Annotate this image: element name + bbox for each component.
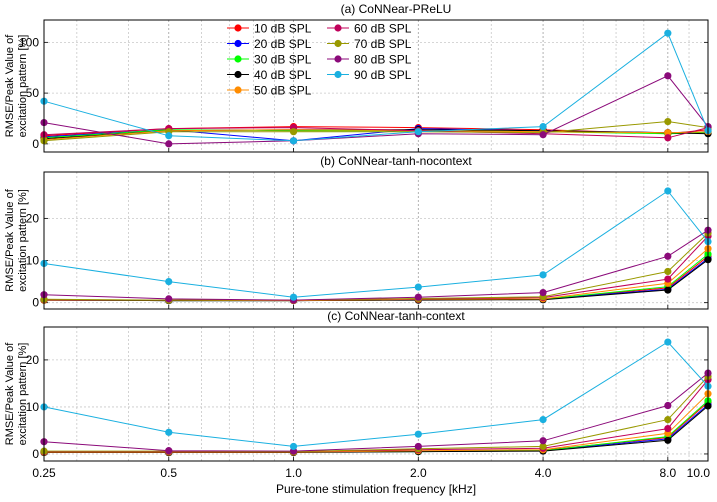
plot-area (44, 172, 708, 309)
legend-label: 70 dB SPL (354, 37, 412, 51)
data-point (664, 134, 672, 142)
data-point (664, 286, 672, 294)
data-point (414, 293, 422, 301)
data-point (165, 295, 173, 303)
legend-label: 90 dB SPL (354, 68, 412, 82)
panel-title: (c) CoNNear-tanh-context (327, 309, 465, 323)
plot-frame (43, 19, 709, 153)
y-axis-label: RMSE/Peak Value ofexcitation pattern [%] (4, 34, 29, 138)
data-point (165, 278, 173, 286)
legend-swatch-marker (334, 39, 342, 48)
legend-swatch-marker (234, 39, 242, 48)
data-point (664, 275, 672, 283)
legend-swatch-marker (234, 70, 242, 79)
y-tick-label: 50 (26, 86, 40, 100)
y-axis-label-line: RMSE/Peak Value of (4, 34, 16, 137)
data-point (165, 132, 173, 140)
panel-title: (a) CoNNear-PReLU (341, 2, 452, 16)
data-point (165, 428, 173, 436)
y-tick-label: 0 (32, 137, 39, 151)
legend-label: 40 dB SPL (254, 68, 312, 82)
legend-swatch-marker (334, 70, 342, 79)
y-tick-label: 0 (32, 296, 39, 310)
data-point (539, 442, 547, 451)
legend-label: 30 dB SPL (254, 53, 312, 67)
legend-swatch-marker (234, 55, 242, 63)
data-point (165, 447, 173, 455)
y-axis-label-line: excitation pattern [%] (17, 35, 29, 138)
legend-label: 60 dB SPL (354, 22, 412, 36)
data-point (664, 416, 672, 424)
plot-frame (43, 326, 709, 462)
data-point (664, 187, 672, 195)
data-point (539, 131, 547, 139)
y-tick-label: 100 (19, 35, 39, 49)
legend-swatch-marker (334, 55, 342, 63)
data-point (539, 437, 547, 445)
legend-swatch-marker (234, 86, 242, 94)
y-axis-label-line: RMSE/Peak Value of (4, 188, 16, 291)
data-point (539, 416, 547, 424)
y-axis-label: RMSE/Peak Value ofexcitation pattern [%] (4, 342, 29, 446)
legend-label: 20 dB SPL (254, 37, 312, 51)
legend-swatch-marker (334, 24, 342, 32)
data-point (414, 442, 422, 451)
data-point (539, 123, 547, 131)
x-tick-label: 0.5 (160, 466, 177, 480)
y-axis-label-line: RMSE/Peak Value of (4, 342, 16, 445)
chart-panel-2: (b) CoNNear-tanh-nocontext01020RMSE/Peak… (4, 154, 712, 310)
data-point (664, 252, 672, 260)
data-point (539, 288, 547, 297)
x-tick-label: 8.0 (659, 466, 676, 480)
data-point (664, 72, 672, 80)
data-point (414, 283, 422, 291)
data-point (289, 442, 298, 451)
x-axis-label: Pure-tone stimulation frequency [kHz] (276, 482, 476, 496)
y-tick-label: 0 (32, 447, 39, 461)
legend-label: 80 dB SPL (354, 53, 412, 67)
y-tick-label: 10 (26, 400, 40, 414)
data-point (664, 436, 672, 444)
y-axis-label-line: excitation pattern [%] (17, 343, 29, 446)
y-tick-label: 20 (26, 353, 40, 367)
y-axis-label-line: excitation pattern [%] (17, 189, 29, 292)
legend-label: 10 dB SPL (254, 22, 312, 36)
legend-label: 50 dB SPL (254, 84, 312, 98)
data-point (165, 140, 173, 148)
y-tick-label: 10 (26, 254, 40, 268)
data-point (664, 129, 672, 137)
x-tick-label: 0.25 (32, 466, 56, 480)
data-point (664, 338, 672, 346)
data-point (414, 430, 422, 438)
y-axis-label: RMSE/Peak Value ofexcitation pattern [%] (4, 188, 29, 292)
data-point (289, 293, 298, 301)
x-tick-label: 2.0 (410, 466, 427, 480)
x-tick-label: 10.0 (687, 466, 711, 480)
data-point (539, 271, 547, 279)
data-point (289, 128, 298, 136)
data-point (664, 117, 672, 126)
legend-swatch-marker (234, 24, 242, 32)
plot-frame (43, 171, 709, 310)
x-tick-label: 1.0 (285, 466, 302, 480)
data-point (664, 424, 672, 433)
x-tick-label: 4.0 (535, 466, 552, 480)
data-point (414, 128, 422, 136)
panel-title: (b) CoNNear-tanh-nocontext (320, 154, 472, 168)
data-point (664, 401, 672, 410)
y-tick-label: 20 (26, 211, 40, 225)
data-point (664, 29, 672, 37)
data-point (289, 137, 298, 145)
data-point (664, 267, 672, 276)
